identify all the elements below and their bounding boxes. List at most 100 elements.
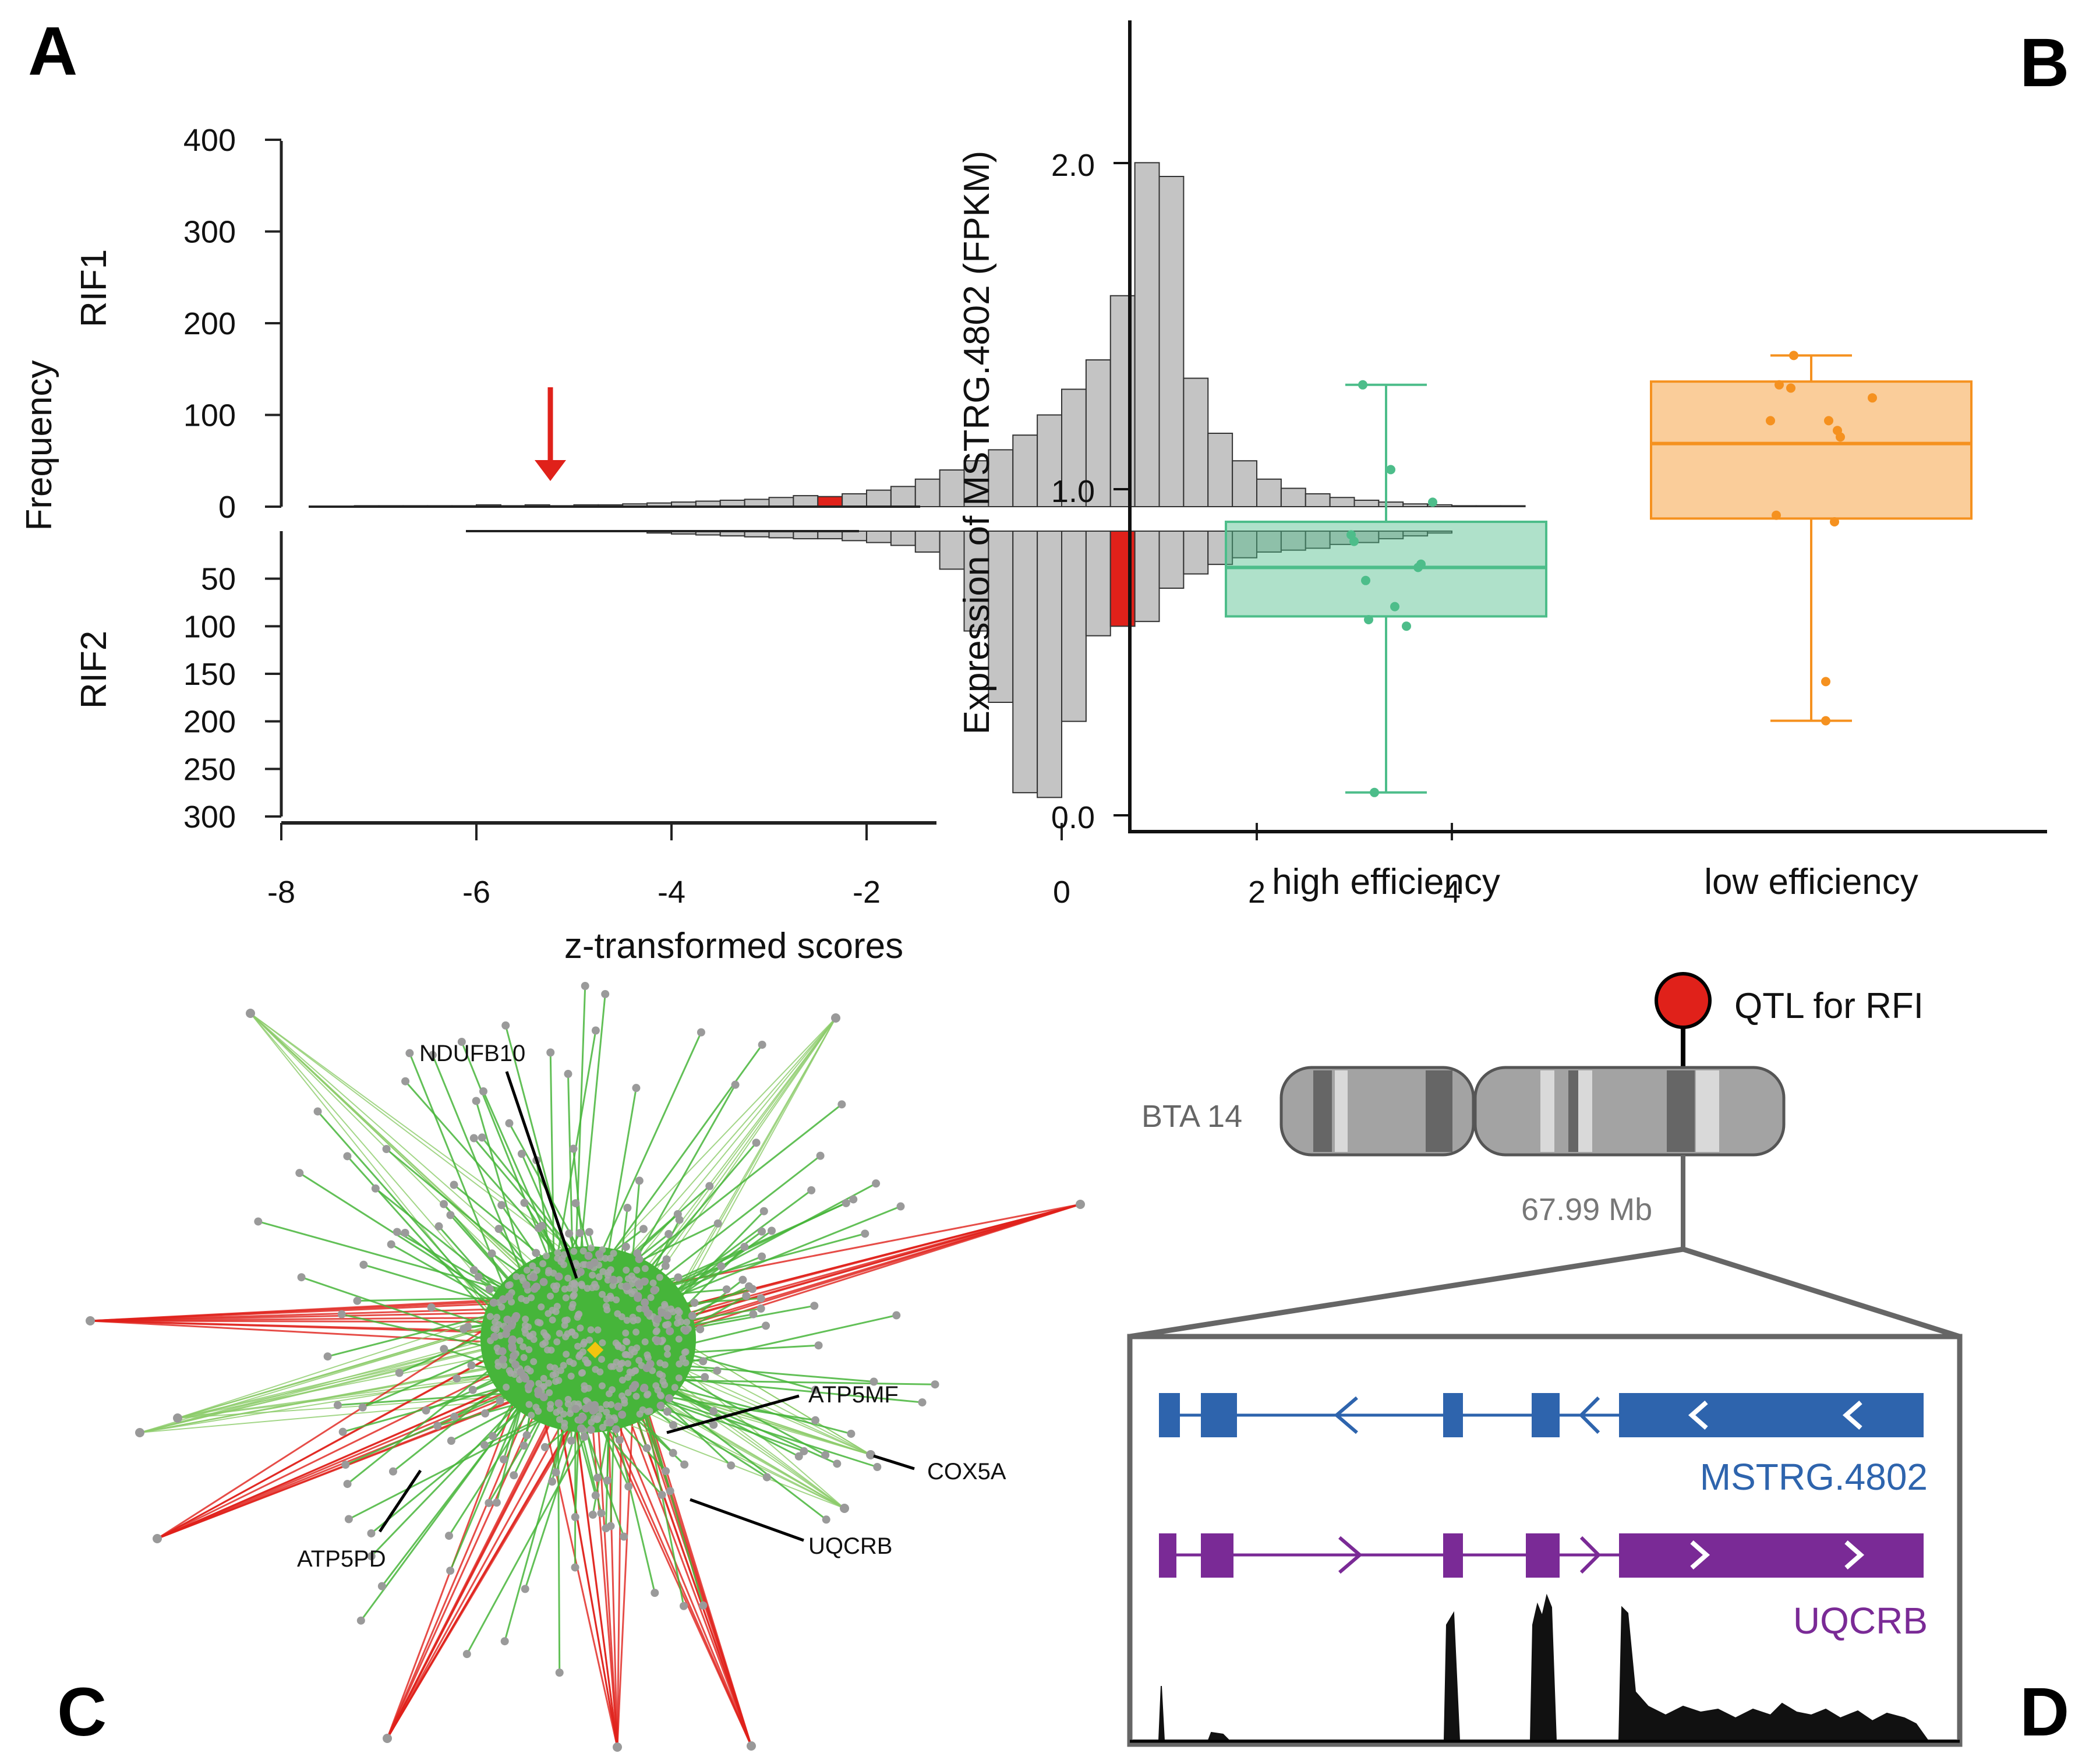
core-node [525, 1401, 533, 1408]
network-node [624, 1482, 633, 1491]
network-node [609, 1275, 618, 1284]
network-node [811, 1416, 820, 1424]
rif1-y-tick-label: 0 [218, 490, 236, 525]
network-node [591, 1026, 600, 1035]
core-node [493, 1326, 500, 1334]
network-node [440, 1345, 448, 1353]
rif1-bar [914, 478, 941, 507]
core-node [683, 1318, 691, 1326]
network-node [530, 1284, 539, 1293]
core-node [557, 1367, 564, 1374]
rif1-bar [1353, 499, 1380, 507]
panel-b-category-label: low efficiency [1704, 862, 1918, 902]
network-node [588, 1510, 597, 1519]
network-node [869, 1377, 878, 1386]
core-node [633, 1344, 641, 1352]
network-node [822, 1515, 830, 1524]
core-node [534, 1318, 542, 1326]
network-node [494, 1225, 503, 1233]
network-node [359, 1260, 368, 1269]
data-point [1821, 677, 1830, 687]
network-node [499, 1355, 507, 1364]
network-node [577, 1424, 585, 1433]
x-tick-label: -6 [462, 875, 490, 910]
network-node [575, 1229, 584, 1238]
network-node [344, 1515, 353, 1523]
network-node [501, 1330, 510, 1338]
network-node [866, 1450, 875, 1459]
network-node [762, 1473, 771, 1482]
network-node [873, 1463, 882, 1472]
network-node [591, 1491, 600, 1500]
network-node [395, 1369, 404, 1377]
network-node [762, 1321, 770, 1330]
core-node [538, 1303, 545, 1311]
network-node [679, 1602, 688, 1610]
network-node [539, 1278, 548, 1286]
network-node [633, 1249, 642, 1258]
core-node [599, 1268, 607, 1275]
data-point [1402, 621, 1411, 631]
network-node [722, 1285, 731, 1294]
network-node [446, 1567, 455, 1575]
core-node [566, 1358, 574, 1366]
network-node [690, 1299, 699, 1307]
network-node [810, 1302, 819, 1310]
core-node [584, 1359, 592, 1367]
network-node [642, 1444, 651, 1452]
network-node [614, 1402, 623, 1411]
core-node [523, 1267, 531, 1274]
network-node [709, 1420, 718, 1429]
rif1-bar [768, 497, 794, 507]
network-node [634, 1280, 643, 1289]
rif1-bar [1329, 497, 1355, 507]
panel-b-boxplot: B Expression of MSTRG.4802 (FPKM) 2.0 1.0… [957, 20, 2069, 902]
network-node [628, 1384, 637, 1392]
network-node [621, 1242, 630, 1251]
core-node [564, 1400, 572, 1408]
core-node [545, 1379, 553, 1387]
core-node [561, 1285, 568, 1293]
network-node [699, 1601, 708, 1610]
network-node [323, 1352, 332, 1361]
network-node [597, 1509, 606, 1518]
core-node [545, 1310, 552, 1317]
network-node [552, 1468, 560, 1477]
network-node [1076, 1200, 1085, 1209]
network-node [503, 1315, 512, 1324]
rif1-bar [793, 495, 819, 507]
core-node [603, 1408, 610, 1416]
network-node [497, 1201, 506, 1210]
rif2-y-tick-label: 150 [183, 657, 236, 692]
network-node [481, 1409, 490, 1418]
core-node [539, 1341, 547, 1348]
network-node [576, 1416, 585, 1424]
core-node [494, 1362, 502, 1370]
core-node [613, 1296, 620, 1304]
rif2-bar [914, 531, 941, 553]
data-point [1361, 575, 1370, 585]
core-node [632, 1367, 639, 1374]
x-tick-label: 2 [1248, 875, 1266, 910]
network-node [644, 1309, 652, 1317]
network-node [666, 1327, 674, 1335]
network-node [918, 1398, 927, 1407]
network-node [546, 1048, 555, 1057]
core-node [540, 1374, 547, 1382]
core-node [575, 1353, 583, 1360]
rif1-bar [1305, 493, 1331, 508]
network-node [584, 1252, 593, 1260]
network-node [586, 1426, 595, 1434]
core-node [529, 1330, 537, 1338]
x-tick-label: -8 [267, 875, 295, 910]
network-node [539, 1393, 548, 1402]
network-node [731, 1080, 740, 1089]
rif1-y-tick-label: 300 [183, 215, 236, 250]
core-node [599, 1339, 606, 1346]
qtl-marker [1655, 972, 1712, 1029]
core-node [606, 1254, 614, 1262]
gene-label-cox5a: COX5A [927, 1459, 1006, 1484]
network-node [505, 1119, 514, 1127]
network-node [601, 989, 610, 998]
network-node [713, 1366, 722, 1375]
